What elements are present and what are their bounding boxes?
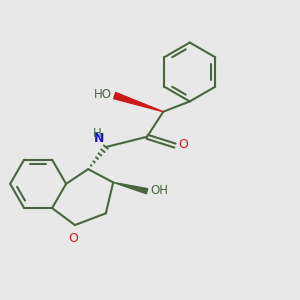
Text: O: O [178, 139, 188, 152]
Polygon shape [113, 182, 148, 194]
Polygon shape [114, 92, 163, 112]
Text: HO: HO [94, 88, 112, 100]
Text: H: H [93, 127, 102, 140]
Text: O: O [68, 232, 78, 244]
Text: OH: OH [151, 184, 169, 197]
Text: N: N [94, 132, 104, 145]
